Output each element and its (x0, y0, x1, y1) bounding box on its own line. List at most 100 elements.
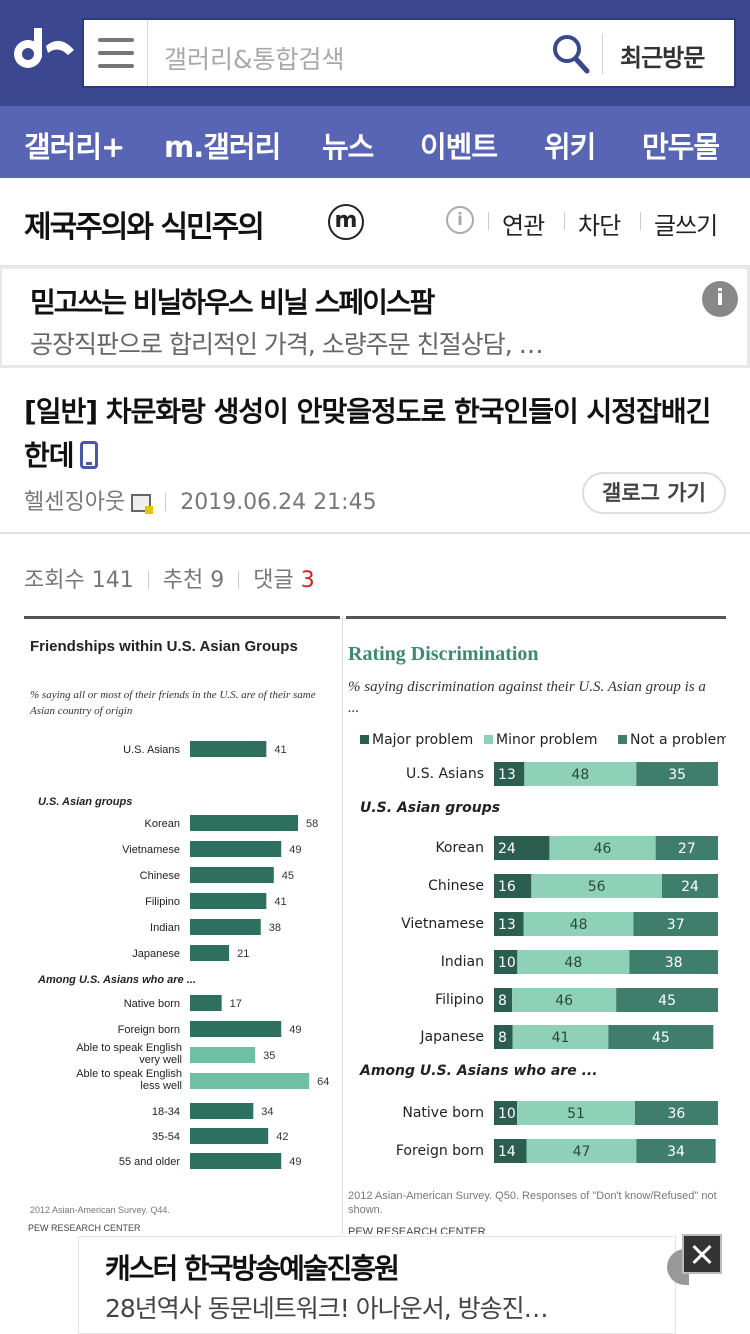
fixed-nick-icon (131, 494, 154, 514)
data-label: 49 (289, 1024, 301, 1036)
category-label: Vietnamese (122, 844, 180, 856)
minor-gallery-badge: m (328, 204, 364, 240)
category-label: Indian (150, 922, 180, 934)
data-label: 64 (317, 1076, 329, 1088)
ad-headline[interactable]: 믿고쓰는 비닐하우스 비닐 스페이스팜 (30, 286, 435, 319)
legend-swatch (618, 735, 627, 744)
nav-item-news[interactable]: 뉴스 (322, 130, 374, 164)
legend-swatch (484, 735, 493, 744)
post-datetime: 2019.06.24 21:45 (180, 490, 377, 515)
data-label: 34 (261, 1106, 273, 1118)
bar-segment (524, 762, 637, 786)
search-icon[interactable] (552, 34, 590, 74)
category-label: less well (140, 1080, 182, 1092)
bottom-ad-banner[interactable]: 캐스터 한국방송예술진흥원 28년역사 동문네트워크! 아나운서, 방송진… (78, 1236, 689, 1334)
dc-logo-icon[interactable] (10, 24, 76, 80)
bar-segment (636, 1139, 716, 1163)
hamburger-menu-icon[interactable] (84, 20, 148, 86)
category-label: Foreign born (118, 1024, 180, 1036)
legend-label: Major problem (372, 732, 473, 748)
bar (190, 867, 274, 883)
data-label: 41 (274, 896, 286, 908)
data-label: 17 (230, 998, 242, 1010)
bar-segment (531, 874, 662, 898)
ad-subtext[interactable]: 28년역사 동문네트워크! 아나운서, 방송진… (105, 1294, 549, 1323)
comments-count[interactable]: 3 (300, 568, 315, 593)
top-ad-banner[interactable]: 믿고쓰는 비닐하우스 비닐 스페이스팜 공장직판으로 합리적인 가격, 소량주문… (0, 266, 750, 368)
bar (190, 1128, 269, 1144)
bar-segment (633, 912, 718, 936)
info-icon[interactable]: i (446, 206, 474, 234)
ad-subtext[interactable]: 공장직판으로 합리적인 가격, 소량주문 친절상담, … (30, 330, 544, 359)
chart-title: Rating Discrimination (348, 643, 539, 665)
ad-headline[interactable]: 캐스터 한국방송예술진흥원 (105, 1252, 400, 1285)
category-label: Able to speak English (76, 1042, 182, 1054)
nav-item-mandumall[interactable]: 만두몰 (642, 130, 720, 164)
nav-item-event[interactable]: 이벤트 (420, 130, 498, 164)
gallery-title[interactable]: 제국주의와 식민주의 (24, 210, 265, 245)
data-label: 48 (570, 917, 588, 933)
bar-segment (494, 1101, 518, 1125)
related-link[interactable]: 연관 (502, 212, 545, 240)
category-label: 18-34 (152, 1106, 180, 1118)
block-link[interactable]: 차단 (578, 212, 621, 240)
category-label: 55 and older (119, 1156, 180, 1168)
bar-segment (494, 988, 513, 1012)
bar-segment (523, 912, 634, 936)
data-label: 16 (498, 879, 516, 895)
bar (190, 919, 261, 935)
bar-segment (655, 836, 718, 860)
bar (190, 1153, 282, 1169)
data-label: 51 (567, 1106, 585, 1122)
category-label: Korean (145, 818, 180, 830)
category-label: Filipino (435, 992, 484, 1008)
ad-info-icon[interactable]: i (702, 281, 738, 317)
nav-item-gallery-plus[interactable]: 갤러리+ (24, 130, 125, 164)
data-label: 38 (269, 922, 281, 934)
bar-segment (662, 874, 718, 898)
views-label: 조회수 (24, 568, 85, 593)
bar-segment (494, 874, 532, 898)
chart-title: Friendships within U.S. Asian Groups (30, 638, 298, 655)
category-label: Able to speak English (76, 1068, 182, 1080)
data-label: 24 (498, 841, 516, 857)
group-label: Among U.S. Asians who are ... (37, 974, 196, 986)
legend-swatch (360, 735, 369, 744)
bar-segment (526, 1139, 637, 1163)
recommend-count: 9 (210, 568, 225, 593)
write-link[interactable]: 글쓰기 (654, 212, 718, 240)
views-count: 141 (91, 568, 134, 593)
comments-label[interactable]: 댓글 (253, 568, 294, 593)
data-label: 46 (555, 993, 573, 1009)
bar (190, 1073, 310, 1089)
search-bar: 갤러리&통합검색 최근방문 (82, 18, 736, 88)
chart-note: 2012 Asian-American Survey. Q50. Respons… (348, 1190, 717, 1216)
main-nav: 갤러리+ m.갤러리 뉴스 이벤트 위키 만두몰 (0, 106, 750, 178)
data-label: 35 (263, 1050, 275, 1062)
top-header: 갤러리&통합검색 최근방문 (0, 0, 750, 106)
bar (190, 741, 267, 757)
data-label: 47 (573, 1144, 591, 1160)
post-header: [일반] 차문화랑 생성이 안맞을정도로 한국인들이 시정잡배긴 한데 헬센징아… (0, 368, 750, 534)
data-label: 36 (668, 1106, 686, 1122)
bar (190, 1103, 254, 1119)
bar (190, 841, 282, 857)
category-label: U.S. Asians (123, 744, 180, 756)
data-label: 10 (498, 1106, 516, 1122)
nav-item-wiki[interactable]: 위키 (544, 130, 596, 164)
category-label: Japanese (419, 1029, 484, 1045)
gallog-button[interactable]: 갤로그 가기 (582, 472, 726, 514)
recent-visits-button[interactable]: 최근방문 (620, 44, 705, 72)
nav-item-m-gallery[interactable]: m.갤러리 (164, 130, 281, 164)
mobile-phone-icon (79, 441, 98, 469)
bar-segment (616, 988, 718, 1012)
category-label: Native born (124, 998, 180, 1010)
close-ad-icon[interactable] (682, 1234, 722, 1274)
author-name[interactable]: 헬센징아웃 (24, 490, 126, 515)
divider (602, 34, 603, 74)
data-label: 14 (498, 1144, 516, 1160)
data-label: 48 (564, 955, 582, 971)
search-input[interactable]: 갤러리&통합검색 (164, 45, 345, 74)
data-label: 34 (667, 1144, 685, 1160)
group-label: Among U.S. Asians who are ... (359, 1063, 598, 1079)
